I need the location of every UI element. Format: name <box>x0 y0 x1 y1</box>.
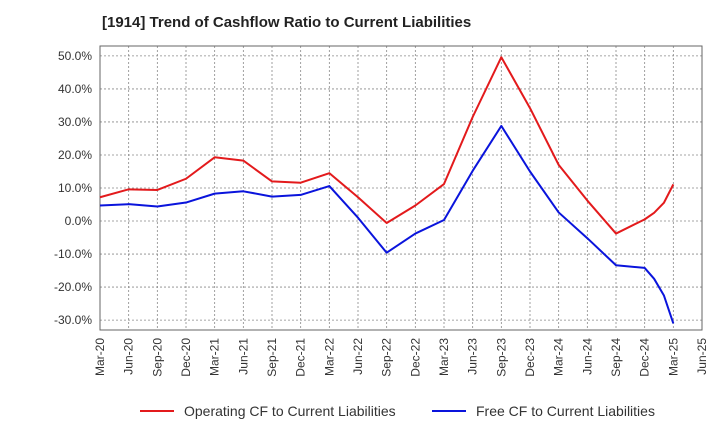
chart-title: [1914] Trend of Cashflow Ratio to Curren… <box>102 14 472 31</box>
x-tick-label: Jun-21 <box>236 338 250 375</box>
legend-item-operating-cf: Operating CF to Current Liabilities <box>140 403 396 419</box>
y-tick-label: -10.0% <box>54 247 92 261</box>
plot-frame <box>99 45 703 331</box>
x-tick-label: Sep-20 <box>150 338 164 377</box>
y-tick-label: 0.0% <box>65 214 93 228</box>
x-tick-label: Sep-21 <box>265 338 279 377</box>
legend: Operating CF to Current Liabilities Free… <box>0 403 720 427</box>
series-line-1 <box>99 124 675 324</box>
x-tick-label: Dec-24 <box>638 338 652 377</box>
x-tick-label: Dec-21 <box>294 338 308 377</box>
x-tick-label: Jun-22 <box>351 338 365 375</box>
legend-label-free-cf: Free CF to Current Liabilities <box>476 403 655 419</box>
legend-label-operating-cf: Operating CF to Current Liabilities <box>184 403 396 419</box>
series-line-0 <box>99 56 675 235</box>
x-tick-label: Mar-23 <box>437 338 451 376</box>
y-tick-label: 10.0% <box>58 181 92 195</box>
y-tick-label: 30.0% <box>58 115 92 129</box>
x-tick-label: Mar-24 <box>552 338 566 376</box>
y-tick-label: 40.0% <box>58 82 92 96</box>
x-tick-label: Mar-20 <box>93 338 107 376</box>
x-tick-label: Mar-25 <box>666 338 680 376</box>
x-tick-label: Mar-22 <box>322 338 336 376</box>
y-tick-label: -30.0% <box>54 313 92 327</box>
x-tick-label: Sep-22 <box>380 338 394 377</box>
x-tick-label: Dec-22 <box>408 338 422 377</box>
legend-swatch-operating-cf <box>140 410 174 412</box>
y-tick-label: 50.0% <box>58 49 92 63</box>
x-tick-label: Jun-20 <box>122 338 136 375</box>
y-tick-label: -20.0% <box>54 280 92 294</box>
x-tick-label: Mar-21 <box>208 338 222 376</box>
legend-swatch-free-cf <box>432 410 466 412</box>
x-tick-label: Dec-23 <box>523 338 537 377</box>
x-tick-label: Jun-25 <box>695 338 709 375</box>
legend-item-free-cf: Free CF to Current Liabilities <box>432 403 655 419</box>
x-tick-label: Jun-24 <box>580 338 594 375</box>
y-tick-label: 20.0% <box>58 148 92 162</box>
x-tick-label: Sep-23 <box>494 338 508 377</box>
x-tick-label: Jun-23 <box>466 338 480 375</box>
x-tick-label: Dec-20 <box>179 338 193 377</box>
x-tick-label: Sep-24 <box>609 338 623 377</box>
